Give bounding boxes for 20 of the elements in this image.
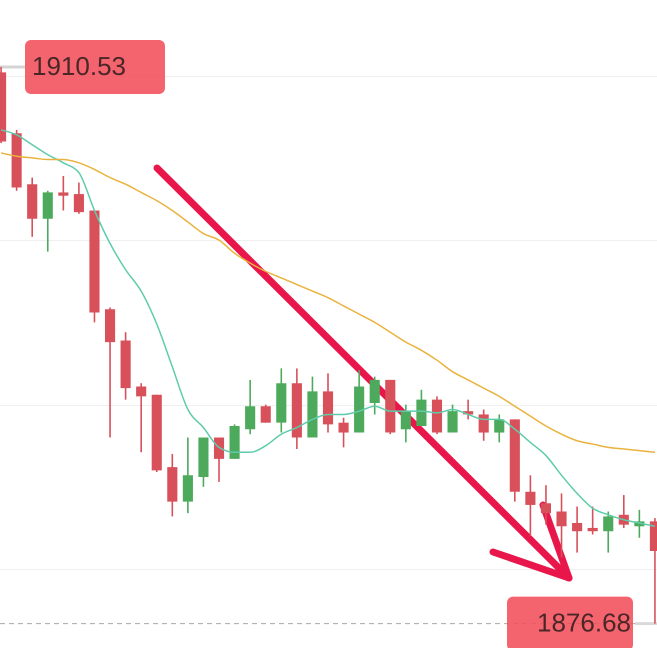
candlestick — [260, 404, 271, 424]
candlestick — [588, 506, 598, 536]
ref-line-label: 1910.53 — [32, 50, 126, 81]
candlestick — [58, 175, 68, 212]
candlestick — [603, 510, 614, 554]
candlestick — [478, 408, 489, 442]
candlestick — [525, 474, 536, 537]
ref-line-label: 1876.68 — [537, 608, 631, 638]
candlestick — [214, 436, 224, 483]
candlestick — [370, 376, 380, 416]
candlestick — [136, 382, 146, 454]
candlestick — [572, 506, 582, 554]
candlestick — [447, 404, 458, 434]
candlestick — [338, 416, 349, 448]
candlestick — [494, 414, 504, 444]
candlestick — [245, 379, 256, 435]
candlestick — [540, 484, 552, 526]
candlestick — [74, 182, 84, 215]
candlestick — [556, 492, 567, 558]
candlestick — [400, 404, 411, 444]
